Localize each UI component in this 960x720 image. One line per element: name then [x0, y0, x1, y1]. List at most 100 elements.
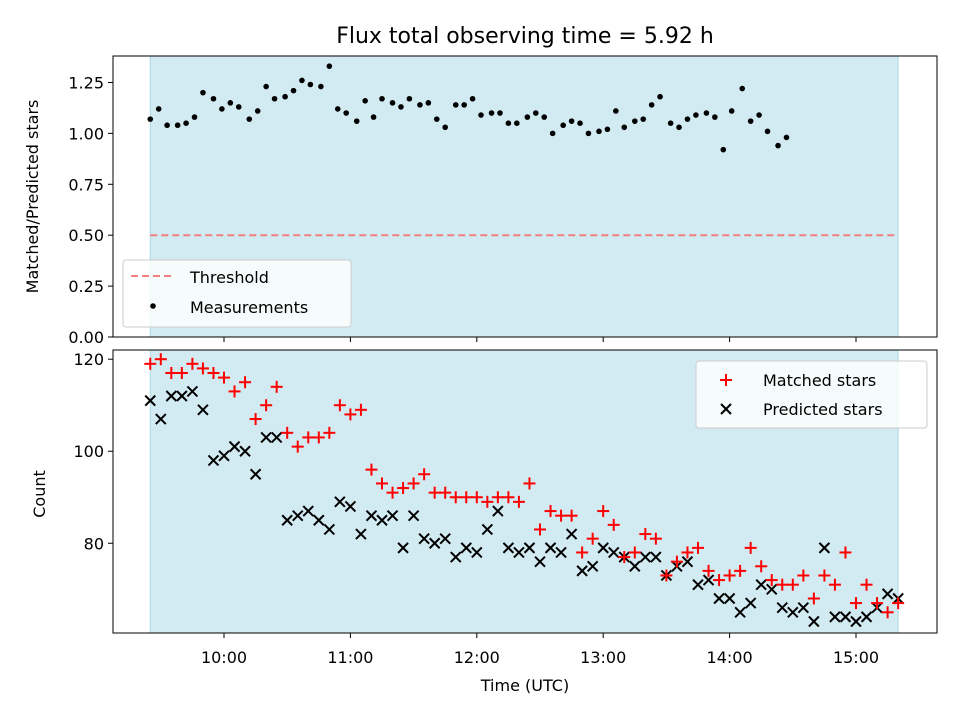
predicted-star-point	[586, 560, 599, 572]
measurement-point	[640, 116, 647, 122]
matched-star-point	[407, 477, 420, 490]
matched-star-point	[249, 413, 262, 426]
matched-star-point	[744, 541, 757, 554]
matched-star-point	[333, 399, 346, 412]
measurement-point	[282, 93, 288, 100]
matched-star-point	[649, 532, 662, 545]
matched-star-point	[481, 495, 494, 508]
matched-star-point	[555, 509, 568, 522]
matched-star-point	[860, 578, 873, 591]
legend-matched-label: Matched stars	[763, 371, 876, 390]
ratio-y-tick-label: 1.25	[68, 73, 104, 92]
matched-star-point	[196, 362, 209, 375]
ratio-legend: Threshold Measurements	[122, 259, 352, 328]
predicted-star-point	[723, 592, 736, 605]
matched-star-point	[175, 367, 188, 380]
predicted-star-point	[313, 514, 325, 526]
predicted-star-point	[386, 509, 399, 522]
measurement-point	[549, 130, 556, 137]
predicted-star-point	[850, 615, 862, 628]
matched-star-point	[218, 371, 230, 384]
measurement-point	[389, 100, 396, 106]
measurement-point	[728, 108, 735, 114]
measurement-point	[505, 120, 512, 126]
predicted-star-point	[450, 551, 462, 563]
predicted-star-point	[144, 394, 156, 407]
ratio-y-tick-label: 0.00	[68, 328, 104, 347]
matched-star-point	[713, 574, 726, 587]
matched-star-point	[839, 546, 852, 559]
measurement-point	[720, 146, 727, 153]
ratio-legend-box	[122, 259, 352, 328]
matched-star-point	[302, 431, 315, 444]
measurement-point	[343, 110, 349, 116]
matched-star-point	[670, 555, 683, 568]
measurement-point	[183, 120, 189, 126]
measurement-point	[541, 114, 548, 120]
measurement-point	[271, 95, 278, 102]
predicted-star-point	[502, 542, 515, 554]
matched-star-point	[186, 357, 199, 370]
measurement-point	[703, 110, 710, 116]
matched-star-point	[386, 486, 399, 499]
matched-star-point	[397, 482, 410, 495]
matched-star-point	[850, 597, 862, 610]
predicted-star-point	[249, 468, 262, 480]
matched-star-point	[502, 491, 515, 504]
measurement-point	[648, 102, 655, 108]
predicted-star-point	[471, 546, 483, 559]
predicted-star-point	[860, 611, 873, 623]
measurement-point	[596, 128, 602, 135]
measurement-point	[461, 102, 467, 108]
matched-star-point	[818, 569, 831, 582]
measurement-point	[379, 95, 385, 102]
predicted-star-point	[534, 555, 546, 568]
matched-star-point	[544, 505, 557, 518]
x-axis-label: Time (UTC)	[480, 676, 569, 695]
matched-star-point	[639, 528, 652, 541]
measurement-point	[756, 112, 762, 118]
matched-star-point	[281, 426, 294, 439]
predicted-star-point	[365, 509, 378, 522]
matched-star-point	[239, 376, 252, 389]
measurement-point	[263, 83, 269, 90]
measurement-point	[621, 124, 628, 131]
matched-star-point	[154, 353, 167, 366]
measurement-point	[398, 104, 404, 110]
predicted-star-point	[818, 542, 831, 554]
measurement-point	[568, 118, 575, 124]
measurement-point	[353, 118, 360, 124]
predicted-star-point	[797, 601, 810, 614]
measurement-point	[227, 100, 234, 106]
legend-matched-swatch	[720, 374, 732, 386]
matched-star-point	[681, 546, 694, 559]
measurement-point	[560, 122, 566, 129]
predicted-star-point	[428, 537, 441, 549]
measurement-point	[747, 118, 754, 124]
predicted-star-point	[407, 509, 420, 522]
measurement-point	[326, 63, 333, 69]
matched-star-point	[523, 477, 536, 490]
predicted-star-point	[218, 450, 230, 462]
measurement-point	[425, 100, 432, 106]
predicted-star-point	[376, 514, 388, 526]
matched-star-point	[723, 569, 736, 582]
measurement-point	[155, 106, 162, 112]
matched-star-point	[344, 408, 357, 421]
predicted-star-point	[513, 546, 525, 559]
predicted-star-point	[228, 440, 241, 453]
legend-predicted-swatch	[720, 403, 732, 415]
measurement-point	[307, 81, 314, 88]
matched-star-point	[291, 440, 304, 453]
predicted-star-point	[776, 601, 788, 614]
matched-star-point	[165, 367, 178, 380]
measurement-point	[219, 106, 225, 112]
predicted-star-point	[787, 606, 799, 618]
predicted-star-point	[165, 390, 178, 402]
predicted-star-point	[292, 509, 304, 522]
predicted-star-point	[544, 542, 557, 554]
predicted-star-point	[207, 454, 220, 467]
ratio-panel: 0.00 0.25 0.50 0.75 1.00 1.25 Matched/Predict…	[23, 55, 938, 347]
measurement-point	[147, 116, 154, 122]
